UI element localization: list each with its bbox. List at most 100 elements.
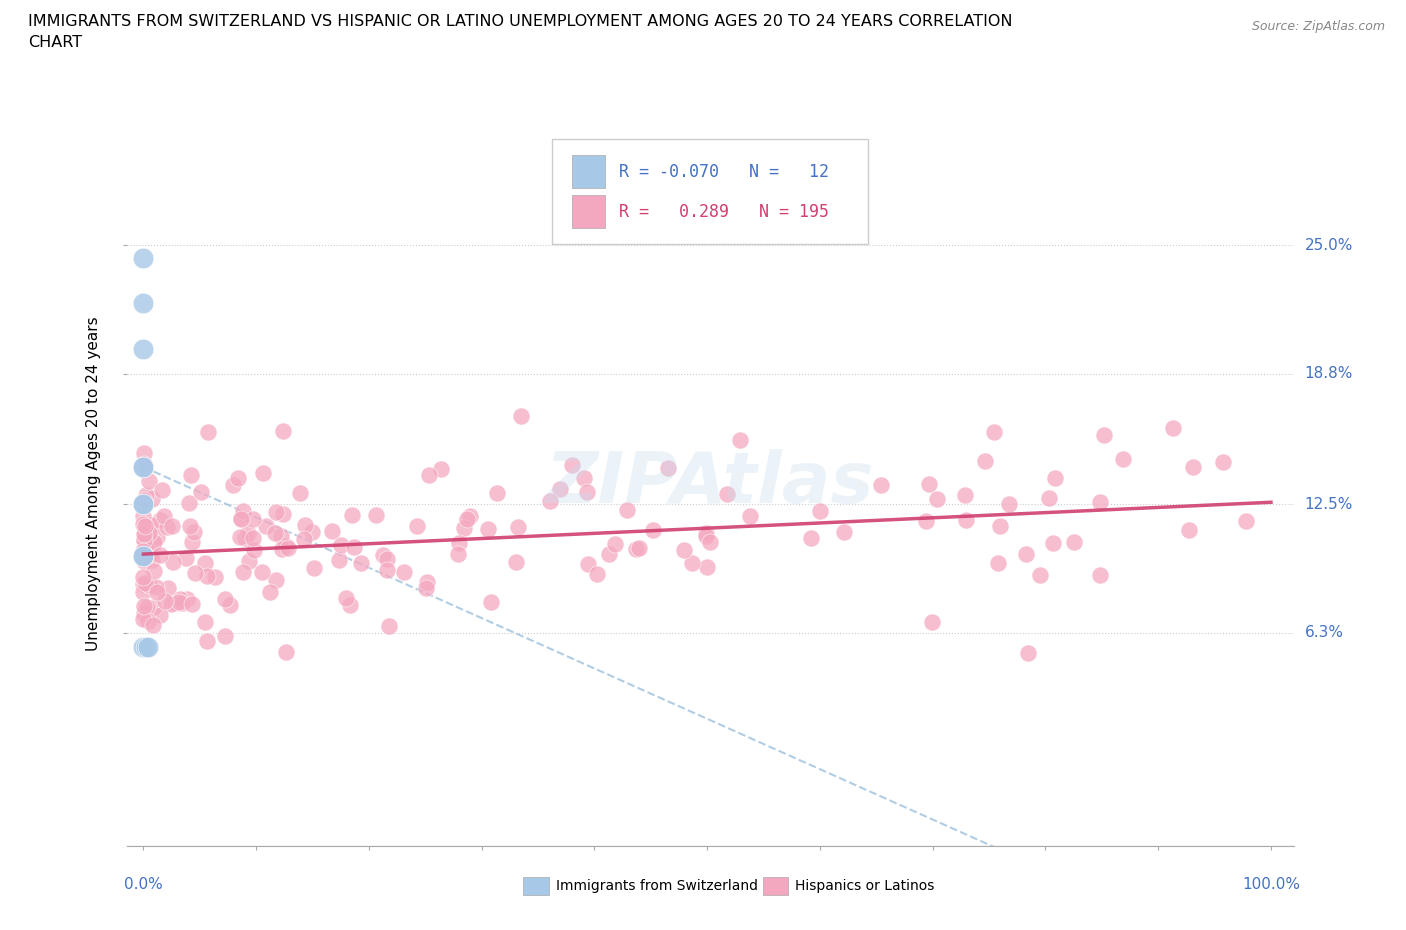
Point <box>641 522 664 537</box>
Point <box>576 556 599 571</box>
Point <box>142 536 165 551</box>
Point <box>990 519 1012 534</box>
Point <box>695 528 717 543</box>
Point <box>973 454 995 469</box>
Point <box>174 551 197 565</box>
Point <box>288 485 311 500</box>
Point <box>156 520 179 535</box>
Point <box>696 559 718 574</box>
Point <box>132 549 155 564</box>
Point <box>135 536 157 551</box>
Point <box>221 477 243 492</box>
Text: 12.5%: 12.5% <box>1305 497 1353 512</box>
Point <box>263 526 285 541</box>
Point <box>134 526 156 541</box>
Text: IMMIGRANTS FROM SWITZERLAND VS HISPANIC OR LATINO UNEMPLOYMENT AMONG AGES 20 TO : IMMIGRANTS FROM SWITZERLAND VS HISPANIC … <box>28 14 1012 29</box>
Point <box>142 618 165 633</box>
Point <box>181 534 204 549</box>
Point <box>142 563 165 578</box>
Point <box>134 550 156 565</box>
Point <box>453 521 475 536</box>
Point <box>394 565 416 580</box>
Point <box>1038 491 1060 506</box>
Point <box>132 459 155 474</box>
Point <box>302 561 325 576</box>
Bar <box>762 878 789 895</box>
Point <box>132 457 155 472</box>
Point <box>328 552 350 567</box>
Point <box>415 580 437 595</box>
Point <box>132 533 155 548</box>
Point <box>292 531 315 546</box>
Point <box>998 497 1021 512</box>
Point <box>134 525 156 539</box>
Point <box>165 596 187 611</box>
Point <box>1029 567 1052 582</box>
Point <box>226 471 249 485</box>
Point <box>339 597 361 612</box>
Point <box>430 461 453 476</box>
Point <box>416 575 439 590</box>
Point <box>1161 420 1184 435</box>
Point <box>204 569 226 584</box>
Point <box>250 565 273 579</box>
Point <box>132 543 155 558</box>
Point <box>575 485 598 499</box>
FancyBboxPatch shape <box>553 139 868 245</box>
Point <box>180 468 202 483</box>
Point <box>378 619 401 634</box>
Point <box>142 535 165 550</box>
Point <box>141 491 163 506</box>
Point <box>1234 513 1257 528</box>
Point <box>340 508 363 523</box>
Point <box>132 577 155 591</box>
Point <box>349 555 371 570</box>
Point <box>153 509 176 524</box>
Bar <box>572 195 605 228</box>
Point <box>264 504 287 519</box>
Point <box>270 529 292 544</box>
Point <box>132 532 155 547</box>
Point <box>447 536 470 551</box>
Point <box>167 594 190 609</box>
Bar <box>572 155 605 188</box>
Point <box>1017 645 1039 660</box>
Point <box>509 408 531 423</box>
Point <box>150 483 173 498</box>
Point <box>132 553 155 568</box>
Point <box>955 512 977 527</box>
Point <box>343 540 366 555</box>
Point <box>918 477 941 492</box>
Point <box>586 567 609 582</box>
Point <box>145 530 167 545</box>
Text: ZIPAtlas: ZIPAtlas <box>546 449 875 518</box>
Point <box>162 554 184 569</box>
Point <box>485 485 508 500</box>
Text: 100.0%: 100.0% <box>1241 877 1301 892</box>
Point <box>141 552 163 567</box>
Point <box>277 541 299 556</box>
Point <box>259 585 281 600</box>
Point <box>159 597 181 612</box>
Point <box>135 600 157 615</box>
Point <box>987 555 1010 570</box>
Point <box>132 341 155 356</box>
Point <box>294 517 316 532</box>
Point <box>605 537 627 551</box>
Point <box>1063 535 1085 550</box>
Point <box>1092 428 1115 443</box>
Point <box>214 628 236 643</box>
Point <box>153 593 176 608</box>
Point <box>264 572 287 587</box>
Point <box>169 591 191 606</box>
Text: 6.3%: 6.3% <box>1305 625 1344 641</box>
Point <box>418 467 440 482</box>
Point <box>132 497 155 512</box>
Point <box>132 612 155 627</box>
Point <box>1112 451 1135 466</box>
Point <box>138 550 160 565</box>
Text: 18.8%: 18.8% <box>1305 366 1353 381</box>
Point <box>135 640 157 655</box>
Point <box>194 556 217 571</box>
Point <box>1014 546 1036 561</box>
